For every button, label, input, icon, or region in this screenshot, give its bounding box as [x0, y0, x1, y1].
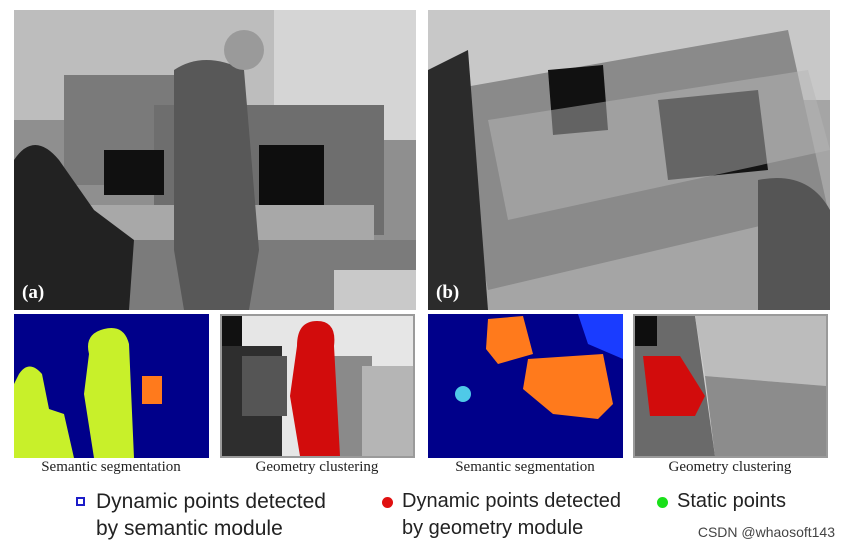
caption-geometry-a: Geometry clustering — [255, 459, 379, 475]
panel-a-scene — [14, 10, 416, 310]
red-dot-icon — [382, 497, 393, 508]
legend-semantic: Dynamic points detected by semantic modu… — [76, 488, 326, 542]
geo-clusters-a — [222, 316, 413, 456]
panel-a-photo: (a) — [14, 10, 416, 310]
legend-static-text: Static points — [677, 490, 786, 512]
seg-thumb-a — [14, 314, 209, 458]
legend-geometry: Dynamic points detected by geometry modu… — [382, 488, 621, 542]
green-dot-icon — [657, 497, 668, 508]
seg-mask-b — [428, 314, 623, 458]
seg-thumb-b — [428, 314, 623, 458]
geo-thumb-a — [220, 314, 415, 458]
seg-mask-a — [14, 314, 209, 458]
geo-clusters-b — [635, 316, 826, 456]
panel-a-label: (a) — [22, 282, 45, 303]
legend-static: Static points — [657, 488, 786, 515]
legend-semantic-text: Dynamic points detected by semantic modu… — [96, 490, 326, 540]
geo-thumb-b — [633, 314, 828, 458]
caption-semantic-a: Semantic segmentation — [41, 459, 181, 475]
caption-semantic-b: Semantic segmentation — [455, 459, 595, 475]
panel-b-scene — [428, 10, 830, 310]
panel-b-photo: (b) — [428, 10, 830, 310]
caption-geometry-b: Geometry clustering — [668, 459, 792, 475]
watermark: CSDN @whaosoft143 — [697, 524, 835, 540]
legend-geometry-text: Dynamic points detected by geometry modu… — [402, 490, 622, 539]
panel-b-label: (b) — [436, 282, 460, 303]
blue-square-icon — [76, 497, 85, 506]
